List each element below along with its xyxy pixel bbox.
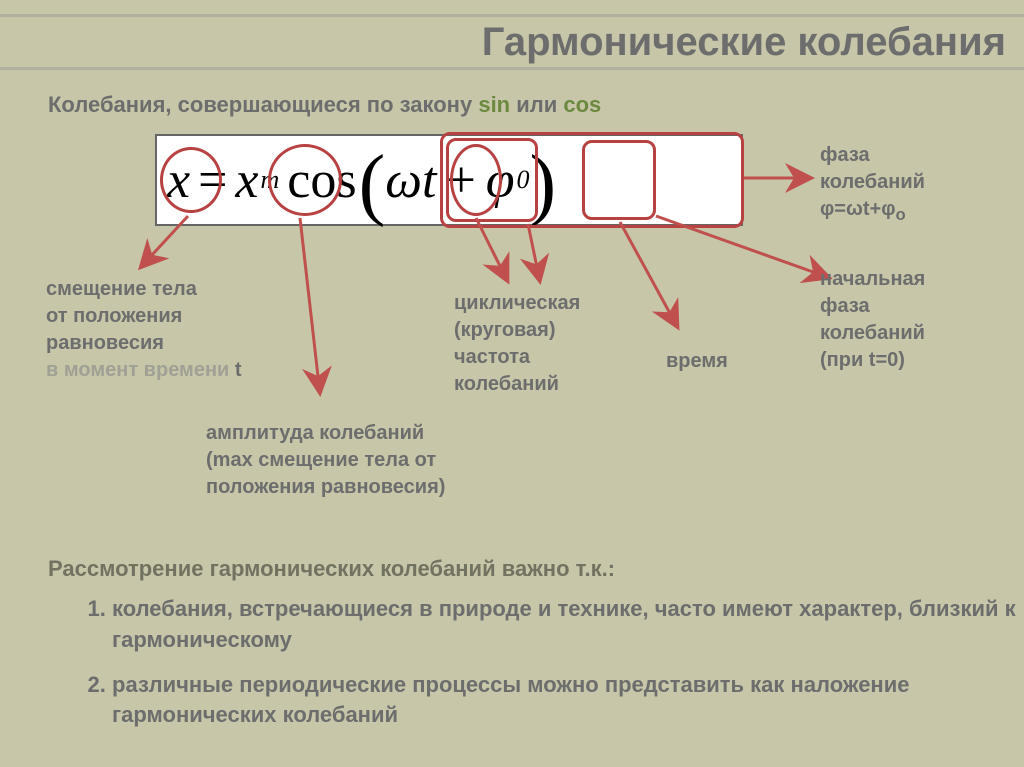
label-disp-l3: равновесия: [46, 332, 164, 354]
reasons-list: колебания, встречающиеся в природе и тех…: [76, 594, 1024, 745]
label-amp-l3: положения равновесия): [206, 476, 445, 498]
reason-item: колебания, встречающиеся в природе и тех…: [112, 594, 1024, 656]
subtitle-pre: Колебания, совершающиеся по закону: [48, 92, 478, 117]
label-phase-l3: φ=ωt+φ: [820, 198, 896, 220]
label-phase-l2: колебаний: [820, 171, 925, 193]
formula-xm: x: [235, 151, 258, 210]
label-disp-l1: смещение тела: [46, 278, 197, 300]
label-time: время: [666, 348, 728, 375]
subtitle: Колебания, совершающиеся по закону sin и…: [48, 92, 601, 118]
section-title: Рассмотрение гармонических колебаний важ…: [48, 556, 615, 582]
page-title: Гармонические колебания: [482, 20, 1006, 65]
label-phase-l1: фаза: [820, 144, 870, 166]
label-amp-l2: (max смещение тела от: [206, 449, 436, 471]
label-displacement: смещение тела от положения равновесия в …: [46, 276, 242, 384]
reason-item: различные периодические процессы можно п…: [112, 670, 1024, 732]
formula-t: t: [422, 151, 436, 210]
outline-x: [160, 147, 222, 213]
subtitle-or: или: [510, 92, 563, 117]
label-cyclic-l4: колебаний: [454, 373, 559, 395]
label-disp-l2: от положения: [46, 305, 182, 327]
label-ip-l4: (при t=0): [820, 349, 905, 371]
outline-phase-all: [440, 132, 744, 228]
label-ip-l1: начальная: [820, 268, 925, 290]
label-ip-l3: колебаний: [820, 322, 925, 344]
subtitle-sin: sin: [478, 92, 510, 117]
label-amp-l1: амплитуда колебаний: [206, 422, 424, 444]
label-amplitude: амплитуда колебаний (max смещение тела о…: [206, 420, 445, 501]
label-cyclic-l2: (круговая): [454, 319, 556, 341]
label-ip-l2: фаза: [820, 295, 870, 317]
label-cyclic-l3: частота: [454, 346, 530, 368]
label-phase-l3sub: o: [896, 205, 906, 224]
outline-xm: [268, 144, 342, 216]
label-disp-l4t: t: [235, 359, 242, 381]
label-initial-phase: начальная фаза колебаний (при t=0): [820, 266, 925, 374]
label-time-text: время: [666, 350, 728, 372]
formula-lparen: (: [359, 160, 386, 208]
label-phase: фаза колебаний φ=ωt+φo: [820, 142, 925, 227]
title-bar: Гармонические колебания: [0, 14, 1024, 70]
formula-omega: ω: [385, 151, 422, 210]
label-disp-l4pre: в момент времени: [46, 359, 235, 381]
label-cyclic-l1: циклическая: [454, 292, 580, 314]
label-cyclic: циклическая (круговая) частота колебаний: [454, 290, 580, 398]
subtitle-cos: cos: [563, 92, 601, 117]
